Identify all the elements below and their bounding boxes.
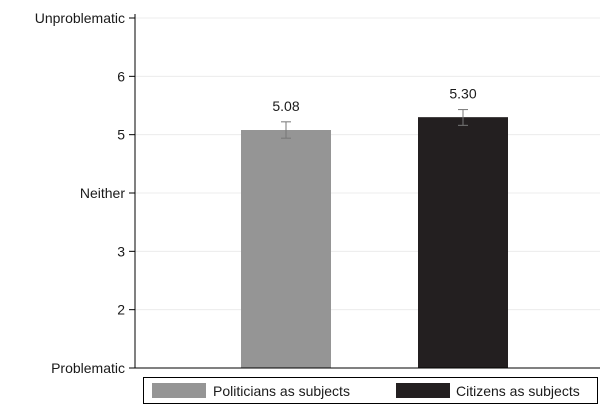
y-tick-label: 6	[117, 68, 125, 84]
bar	[418, 117, 508, 369]
legend-label: Politicians as subjects	[213, 383, 350, 399]
bars	[241, 117, 508, 369]
y-tick-label: 2	[117, 302, 125, 318]
y-tick-label: 5	[117, 127, 125, 143]
y-tick-label: Neither	[80, 185, 125, 201]
legend-box	[143, 377, 598, 404]
y-tick-label: 3	[117, 243, 125, 259]
legend: Politicians as subjects Citizens as subje…	[143, 377, 598, 404]
data-labels: 5.08 5.30	[272, 86, 476, 114]
y-tick-label: Unproblematic	[35, 10, 125, 26]
legend-swatch	[152, 383, 206, 398]
legend-label: Citizens as subjects	[456, 383, 580, 399]
bar	[241, 130, 331, 368]
y-tick-label: Problematic	[51, 360, 125, 376]
y-axis: Unproblematic 6 5 Neither 3 2 Problematic	[35, 10, 600, 376]
data-label: 5.30	[449, 86, 476, 102]
gridlines	[135, 17, 600, 311]
error-bars	[281, 109, 468, 139]
legend-swatch	[396, 383, 450, 398]
data-label: 5.08	[272, 98, 299, 114]
